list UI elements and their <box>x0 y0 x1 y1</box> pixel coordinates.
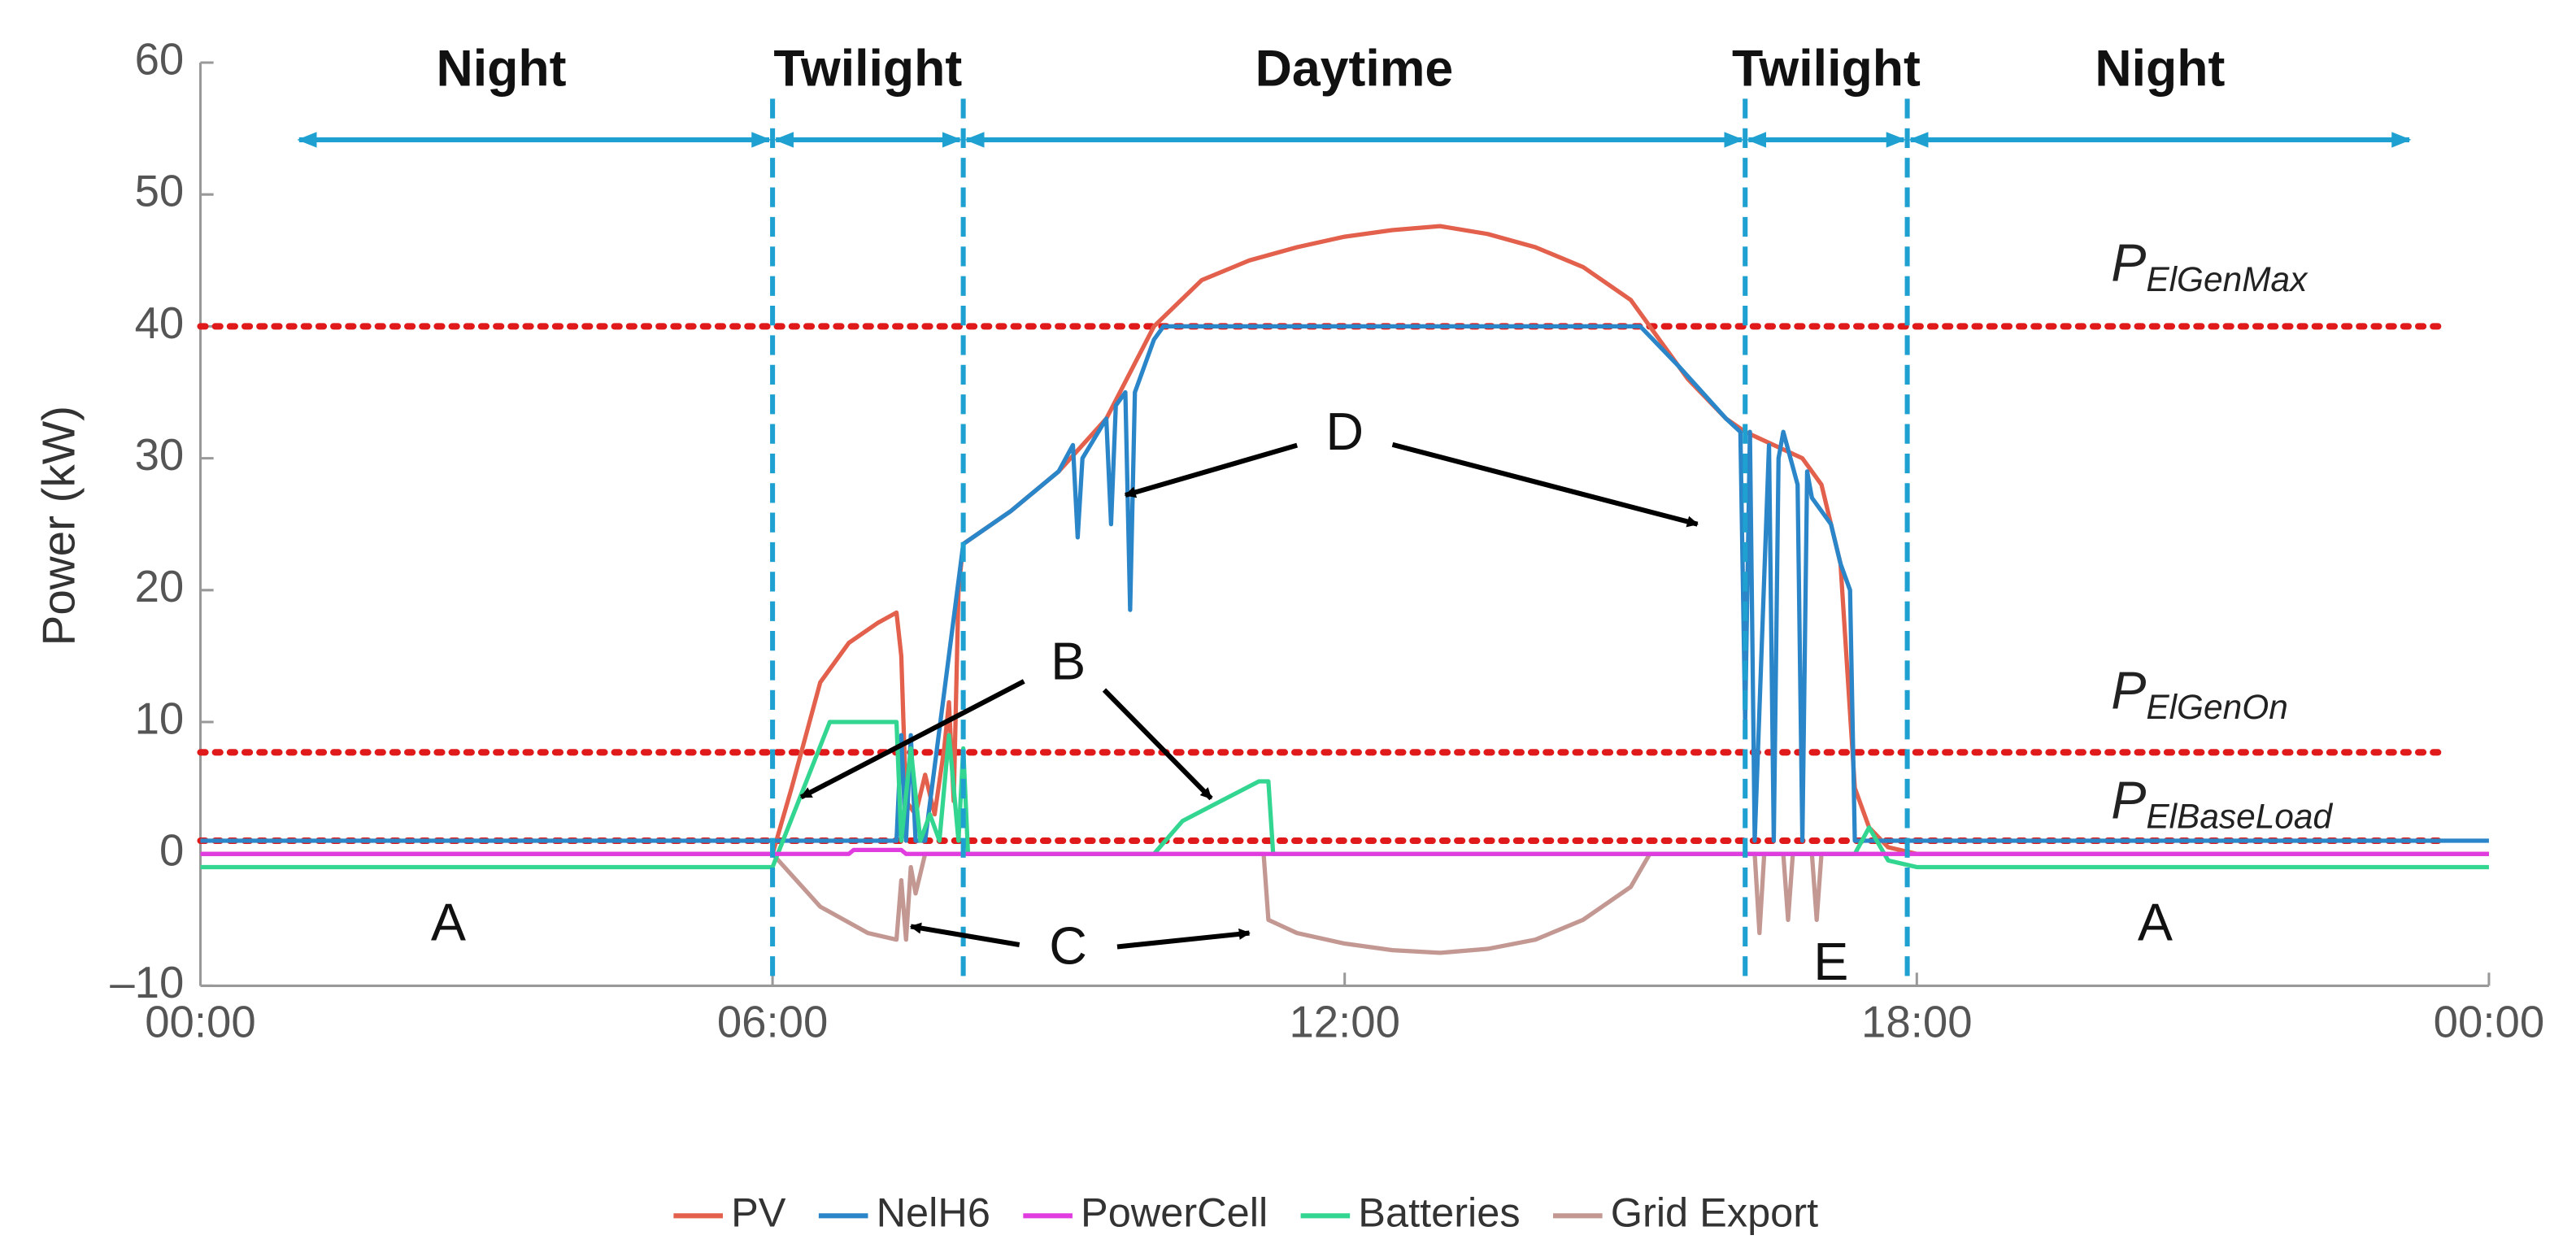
reference-symbol: P <box>2111 661 2146 720</box>
reference-symbol: P <box>2111 233 2146 293</box>
annotation-label: E <box>1813 932 1848 991</box>
series-line <box>200 851 2489 955</box>
legend-label: PowerCell <box>1081 1190 1268 1236</box>
series-line <box>200 847 2489 856</box>
x-tick-label: 00:00 <box>2434 997 2545 1046</box>
x-tick-label: 00:00 <box>145 997 256 1046</box>
y-tick-label: –10 <box>110 958 184 1007</box>
annotation-arrow <box>909 922 1020 947</box>
annotation-label: A <box>431 893 466 952</box>
phase-label: Twilight <box>773 41 962 98</box>
phase-label: Daytime <box>1255 41 1454 98</box>
annotation-label: D <box>1325 402 1364 461</box>
y-tick-label: 30 <box>135 430 185 480</box>
annotation-arrow <box>799 679 1025 800</box>
annotation-arrow <box>1116 928 1251 950</box>
legend-label: Grid Export <box>1611 1190 1818 1236</box>
y-tick-label: 0 <box>159 826 184 876</box>
reference-subscript: ElGenOn <box>2146 688 2287 726</box>
annotation-arrow <box>1124 442 1299 498</box>
legend-label: NelH6 <box>877 1190 990 1236</box>
annotation-label: C <box>1049 916 1087 976</box>
annotation-arrow <box>1391 441 1699 528</box>
y-tick-label: 10 <box>135 694 185 743</box>
phase-label: Night <box>437 41 567 98</box>
y-tick-label: 20 <box>135 562 185 611</box>
y-tick-label: 40 <box>135 298 185 348</box>
x-tick-label: 18:00 <box>1861 997 1973 1046</box>
legend-label: PV <box>731 1190 786 1236</box>
reference-symbol: P <box>2111 771 2146 830</box>
annotation-label: B <box>1051 631 1086 690</box>
reference-subscript: ElGenMax <box>2146 260 2308 298</box>
annotation-label: A <box>2138 893 2173 952</box>
y-tick-label: 60 <box>135 34 185 84</box>
series-line <box>200 224 2489 856</box>
reference-label: PElBaseLoad <box>2111 771 2333 836</box>
reference-label: PElGenMax <box>2111 233 2308 298</box>
y-tick-label: 50 <box>135 167 185 216</box>
series-line <box>200 324 2489 843</box>
legend-label: Batteries <box>1358 1190 1520 1236</box>
y-axis-label: Power (kW) <box>33 406 85 646</box>
phase-label: Twilight <box>1732 41 1921 98</box>
x-tick-label: 12:00 <box>1289 997 1400 1046</box>
reference-subscript: ElBaseLoad <box>2146 798 2333 836</box>
x-tick-label: 06:00 <box>717 997 829 1046</box>
phase-label: Night <box>2095 41 2225 98</box>
annotation-arrow <box>1102 688 1213 801</box>
reference-label: PElGenOn <box>2111 661 2288 726</box>
